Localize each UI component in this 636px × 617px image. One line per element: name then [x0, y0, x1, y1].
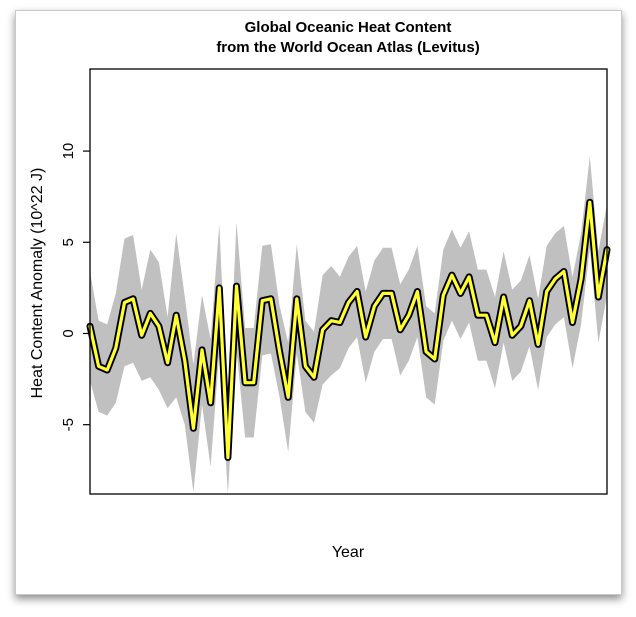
chart-subtitle: from the World Ocean Atlas (Levitus) — [216, 39, 479, 56]
y-tick-label: -5 — [60, 418, 77, 431]
y-tick-label: 0 — [60, 329, 77, 337]
y-tick-label: 10 — [60, 143, 77, 160]
confidence-band — [90, 156, 607, 494]
uncertainty-band — [90, 156, 607, 494]
y-tick-label: 5 — [60, 238, 77, 246]
chart-title: Global Oceanic Heat Content — [245, 19, 452, 36]
series-line — [88, 200, 609, 460]
y-axis-label: Heat Content Anomaly (10^22 J) — [29, 168, 46, 399]
x-axis-label: Year — [332, 544, 365, 561]
data-lines — [86, 198, 611, 461]
plot-border — [89, 68, 608, 495]
y-axis: -5 0 5 10 — [60, 143, 90, 431]
